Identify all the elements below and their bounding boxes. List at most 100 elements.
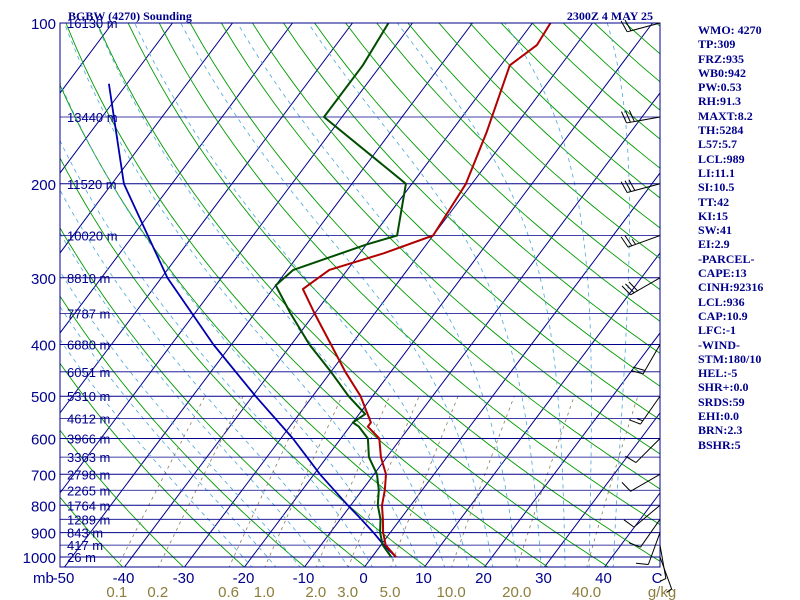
wind-barb-feather [621, 111, 627, 124]
mixing-ratio-line [451, 396, 515, 567]
wind-barb [630, 344, 661, 375]
moist-adiabat-line [60, 232, 325, 567]
wind-barb [620, 179, 661, 194]
isotherm-line [60, 23, 173, 174]
pressure-tick-label: 600 [31, 432, 56, 449]
height-label: 26 m [67, 550, 96, 565]
wind-barb-half-feather [631, 238, 636, 245]
mixing-ratio-unit-label: g/kg [648, 584, 676, 600]
index-item: TH:5284 [698, 123, 744, 138]
mixing-ratio-label: 10.0 [437, 584, 466, 600]
wind-barb-feather [624, 235, 633, 247]
height-label: 1764 m [67, 498, 110, 513]
temperature-tick-label: 30 [535, 570, 552, 587]
moist-adiabat-line [180, 23, 494, 567]
isotherm-line [243, 23, 653, 567]
height-label: 3966 m [67, 432, 110, 447]
dry-adiabat-line [158, 23, 660, 526]
wind-barb-staff [635, 438, 661, 463]
wind-barb [625, 438, 661, 464]
mixing-ratio-label: 20.0 [502, 584, 531, 600]
wind-barb [659, 556, 673, 593]
index-item: TT:42 [698, 194, 730, 209]
temperature-tick-label: -20 [233, 570, 255, 587]
moist-adiabat-line [60, 270, 301, 567]
dry-adiabat-line [60, 156, 428, 567]
wind-barb [636, 532, 661, 566]
height-label: 6051 m [67, 365, 110, 380]
wind-barb [621, 277, 661, 296]
mixing-ratio-line [586, 396, 639, 567]
height-label: 4612 m [67, 411, 110, 426]
temperature-tick-label: 10 [415, 570, 432, 587]
wind-barb-half-feather [660, 578, 667, 582]
wind-barb-feather [630, 370, 644, 375]
dry-adiabat-line [189, 23, 660, 490]
height-label: 843 m [67, 526, 103, 541]
wind-barb [620, 235, 661, 248]
dry-adiabat-line [220, 23, 660, 455]
wind-barb-staff [642, 344, 661, 375]
wind-barb [621, 110, 661, 124]
wind-barb-feather [623, 519, 635, 528]
wind-barb-staff [630, 473, 661, 492]
index-item: SHR+:0.0 [698, 380, 749, 395]
wind-barb-staff [640, 519, 661, 548]
wind-barb [628, 395, 661, 425]
height-label: 5310 m [67, 389, 110, 404]
mixing-ratio-label: 40.0 [572, 584, 601, 600]
mixing-ratio-line [228, 396, 310, 567]
index-item: BRN:2.3 [698, 423, 743, 438]
wind-barb-staff [626, 116, 661, 124]
index-item: -PARCEL- [698, 251, 755, 266]
index-item: CINH:92316 [698, 280, 764, 295]
wind-barb-feather [620, 236, 629, 248]
temperature-tick-label: -30 [173, 570, 195, 587]
mixing-ratio-line [390, 396, 459, 567]
height-label: 10020 m [67, 228, 118, 243]
dry-adiabat-line [96, 23, 610, 567]
index-item: PW:0.53 [698, 80, 742, 95]
index-item: CAP:10.9 [698, 308, 748, 323]
isotherm-line [0, 23, 53, 568]
height-label: 13440 m [67, 110, 118, 125]
pressure-tick-label: 900 [31, 526, 56, 543]
dry-adiabat-line [65, 23, 549, 567]
mixing-ratio-label: 0.1 [106, 584, 127, 600]
wind-barb [659, 545, 667, 582]
wind-barb-feather [620, 20, 628, 33]
isotherm-line [183, 23, 593, 567]
index-item: SW:41 [698, 223, 733, 238]
wind-barb-staff [640, 395, 661, 425]
index-item: L57:5.7 [698, 137, 737, 152]
pressure-tick-label: 800 [31, 498, 56, 515]
index-item: SRDS:59 [698, 394, 745, 409]
wind-barb-feather [625, 455, 637, 464]
wind-barb-staff [659, 545, 667, 579]
mixing-ratio-label: 3.0 [337, 584, 358, 600]
moist-adiabat-line [64, 23, 422, 567]
dry-adiabat-line [60, 362, 245, 567]
moist-adiabat-line [606, 23, 630, 567]
moist-adiabat-line [307, 23, 542, 567]
height-label: 16130 m [67, 16, 118, 31]
dry-adiabat-line [60, 429, 185, 567]
dry-adiabat-line [252, 23, 660, 421]
height-label: 7787 m [67, 307, 110, 322]
wind-barb-staff [659, 556, 673, 590]
index-item: LCL:989 [698, 151, 745, 166]
wind-barb-half-feather [636, 418, 643, 422]
temperature-unit-label: C [652, 570, 663, 587]
height-label: 417 m [67, 538, 103, 553]
station-title: BGBW (4270) Sounding [68, 9, 192, 23]
index-item: HEL:-5 [698, 366, 738, 381]
index-item: KI:15 [698, 208, 728, 223]
dry-adiabat-line [314, 23, 660, 354]
wind-barb-staff [627, 183, 661, 194]
wind-barb-feather [624, 19, 632, 32]
wind-barb-staff [647, 532, 661, 565]
plot-frame [59, 22, 661, 568]
wind-barb [621, 473, 661, 492]
wind-barb-feather [628, 179, 636, 191]
